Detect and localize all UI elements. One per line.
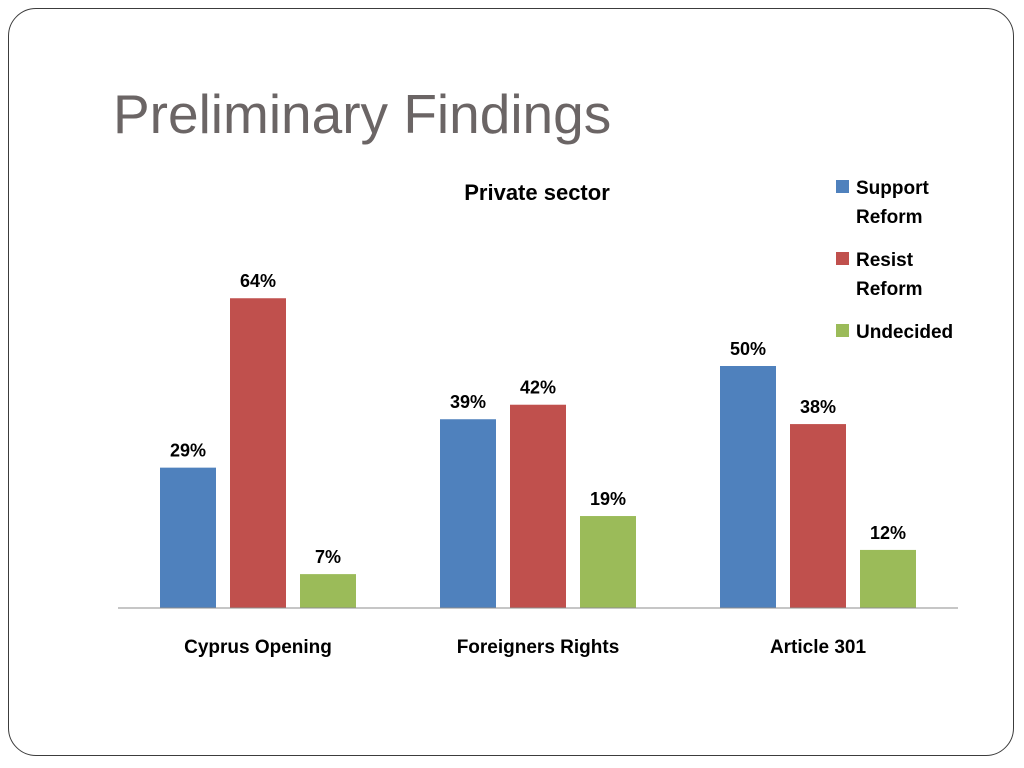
chart-value-labels: 29% 64% 7% 39% 42% 19% 50% 38% 12% [170, 271, 906, 567]
bar-article-301-support-reform [720, 366, 776, 608]
category-label-article-301: Article 301 [770, 637, 867, 658]
data-label-cyprus-opening-resist-reform: 64% [240, 271, 276, 291]
data-label-article-301-resist-reform: 38% [800, 397, 836, 417]
bar-article-301-resist-reform [790, 424, 846, 608]
bar-article-301-undecided [860, 549, 916, 608]
data-label-foreigners-rights-support-reform: 39% [450, 392, 486, 412]
chart-bars [160, 298, 916, 608]
data-label-foreigners-rights-undecided: 19% [590, 489, 626, 509]
bar-foreigners-rights-support-reform [440, 419, 496, 608]
x-axis-category-labels: Cyprus Opening Foreigners Rights Article 3… [184, 637, 866, 658]
chart-legend: Support Reform Resist Reform Undecided [836, 178, 953, 343]
bar-foreigners-rights-undecided [580, 516, 636, 608]
bar-cyprus-opening-support-reform [160, 467, 216, 608]
legend-label-resist-reform: Resist Reform [856, 250, 923, 300]
slide-frame [8, 8, 1014, 756]
category-label-cyprus-opening: Cyprus Opening [184, 637, 332, 658]
data-label-article-301-undecided: 12% [870, 523, 906, 543]
legend-swatch-undecided [836, 324, 849, 337]
category-label-foreigners-rights: Foreigners Rights [457, 637, 620, 658]
data-label-article-301-support-reform: 50% [730, 339, 766, 359]
legend-swatch-support-reform [836, 180, 849, 193]
slide-title: Preliminary Findings [113, 83, 612, 145]
chart-title: Private sector [464, 180, 610, 205]
bar-cyprus-opening-resist-reform [230, 298, 286, 608]
data-label-cyprus-opening-undecided: 7% [315, 547, 341, 567]
legend-label-undecided: Undecided [856, 322, 953, 343]
bar-cyprus-opening-undecided [300, 574, 356, 608]
bar-foreigners-rights-resist-reform [510, 404, 566, 608]
legend-swatch-resist-reform [836, 252, 849, 265]
data-label-cyprus-opening-support-reform: 29% [170, 441, 206, 461]
data-label-foreigners-rights-resist-reform: 42% [520, 378, 556, 398]
legend-label-support-reform: Support Reform [856, 178, 929, 228]
